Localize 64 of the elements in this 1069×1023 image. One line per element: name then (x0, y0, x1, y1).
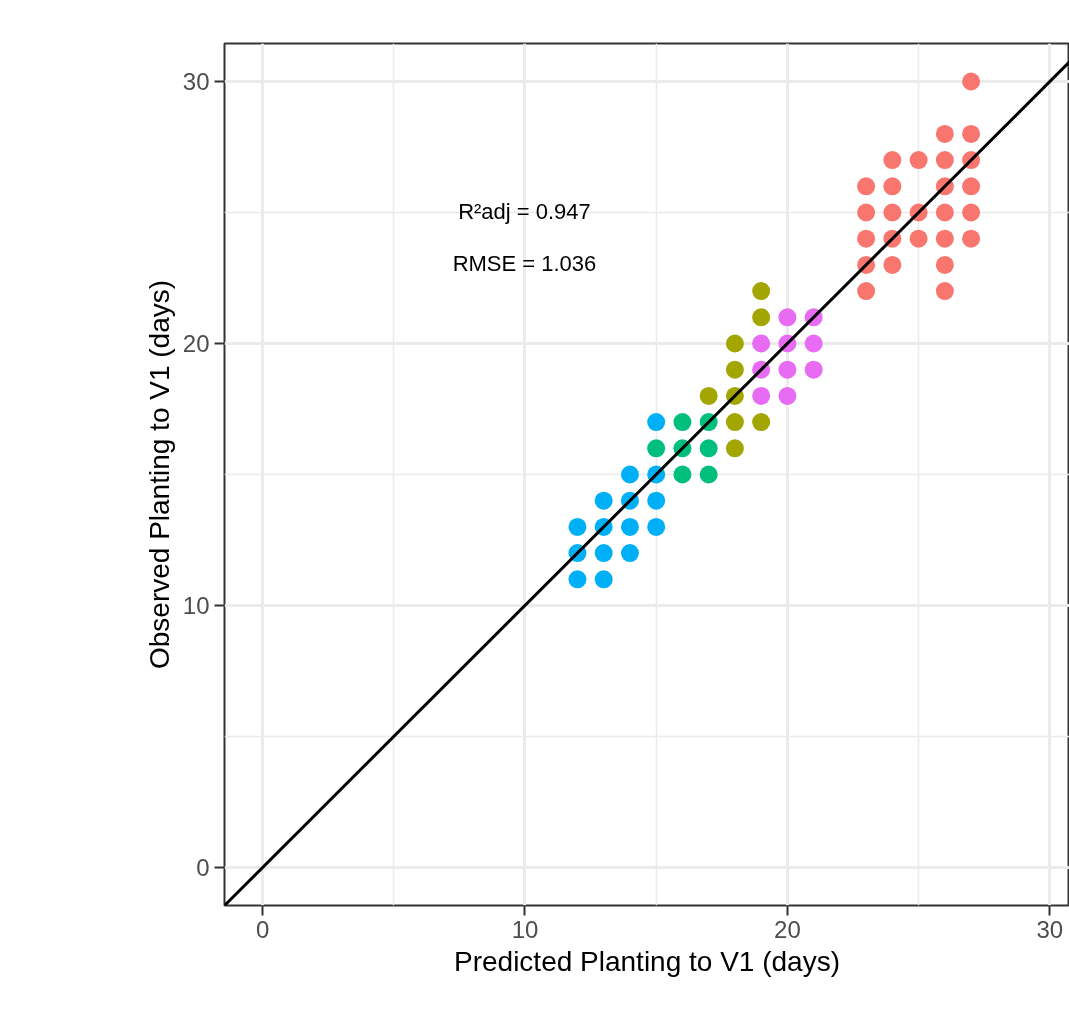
y-tick-label: 30 (182, 67, 210, 95)
point (804, 360, 823, 379)
point (962, 203, 981, 222)
point (883, 255, 902, 274)
point (778, 360, 797, 379)
point (752, 386, 771, 405)
point (935, 151, 954, 170)
point (647, 439, 666, 458)
y-axis-title: Observed Planting to V1 (days) (143, 279, 175, 670)
point (725, 360, 744, 379)
point (935, 229, 954, 248)
point (962, 72, 981, 91)
point (962, 229, 981, 248)
point (699, 386, 718, 405)
point (909, 151, 928, 170)
point (594, 491, 613, 510)
point (752, 282, 771, 301)
point (857, 229, 876, 248)
point (620, 517, 639, 536)
annotation: R²adj = 0.947 (458, 199, 591, 225)
point (883, 177, 902, 196)
x-axis-title: Predicted Planting to V1 (days) (454, 945, 840, 977)
x-tick-label: 10 (511, 915, 539, 943)
point (883, 151, 902, 170)
point (778, 386, 797, 405)
point (620, 544, 639, 563)
point (647, 517, 666, 536)
y-tick-label: 0 (196, 854, 210, 882)
point (594, 570, 613, 589)
annotation: RMSE = 1.036 (452, 251, 597, 277)
point (935, 255, 954, 274)
point (935, 124, 954, 143)
point (962, 124, 981, 143)
point (752, 334, 771, 353)
point (752, 308, 771, 327)
point (725, 334, 744, 353)
x-tick-label: 0 (255, 915, 270, 943)
point (568, 570, 587, 589)
point (857, 282, 876, 301)
point (778, 308, 797, 327)
point (909, 229, 928, 248)
point (568, 517, 587, 536)
point (673, 465, 692, 484)
point (699, 439, 718, 458)
point (962, 177, 981, 196)
point (620, 465, 639, 484)
point (935, 203, 954, 222)
y-tick-label: 20 (182, 330, 210, 357)
point (647, 491, 666, 510)
point (804, 334, 823, 353)
point (647, 413, 666, 432)
point (725, 413, 744, 432)
point (594, 544, 613, 563)
point (857, 177, 876, 196)
point (752, 413, 771, 432)
point (857, 203, 876, 222)
x-tick-label: 20 (774, 915, 801, 943)
point (673, 413, 692, 432)
x-tick-label: 30 (1036, 915, 1064, 943)
point (935, 282, 954, 301)
point (725, 439, 744, 458)
point (883, 203, 902, 222)
point (699, 465, 718, 484)
y-tick-label: 10 (182, 592, 210, 619)
